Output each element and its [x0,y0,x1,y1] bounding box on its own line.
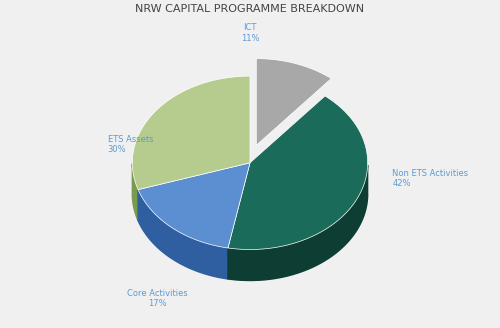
Polygon shape [138,163,250,248]
Polygon shape [132,76,250,190]
Text: ETS Assets
30%: ETS Assets 30% [108,134,153,154]
Polygon shape [256,59,332,145]
Text: Non ETS Activities
42%: Non ETS Activities 42% [392,169,468,188]
Text: Core Activities
17%: Core Activities 17% [126,289,188,308]
Polygon shape [228,96,368,250]
Polygon shape [138,190,228,279]
Polygon shape [228,165,368,280]
Polygon shape [132,164,138,220]
Polygon shape [132,194,368,280]
Title: NRW CAPITAL PROGRAMME BREAKDOWN: NRW CAPITAL PROGRAMME BREAKDOWN [136,4,364,14]
Text: ICT
11%: ICT 11% [241,24,259,43]
